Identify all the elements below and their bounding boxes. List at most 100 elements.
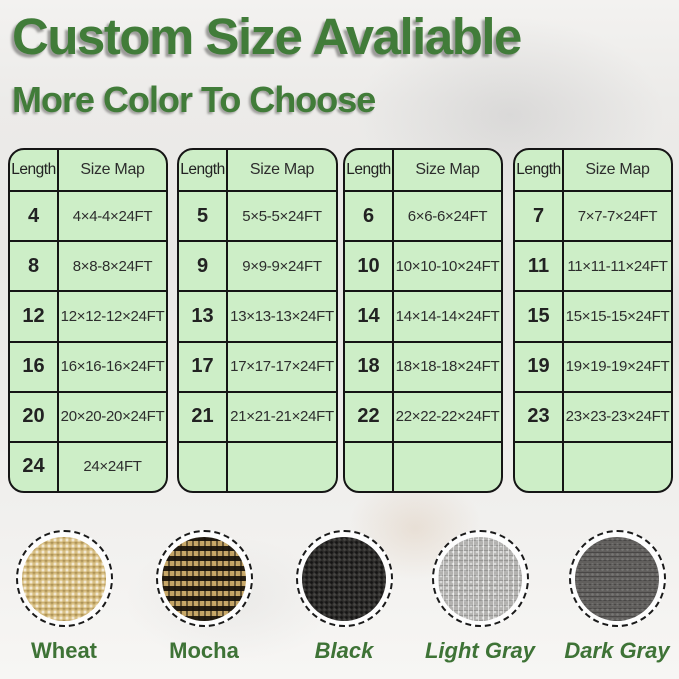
swatch-dashed-ring bbox=[295, 530, 393, 627]
table-row: 11 11×11-11×24FT bbox=[515, 240, 671, 291]
fabric-circle-wheat bbox=[22, 536, 106, 621]
length-value: 17 bbox=[179, 342, 228, 391]
table-row: 18 18×18-18×24FT bbox=[345, 340, 501, 391]
length-value: 6 bbox=[345, 192, 394, 241]
size-map-value: 22×22-22×24FT bbox=[395, 408, 500, 426]
table-row: 17 17×17-17×24FT bbox=[179, 340, 336, 391]
length-value: 18 bbox=[345, 342, 394, 391]
size-map-value: 8×8-8×24FT bbox=[72, 257, 153, 275]
swatch-dashed-ring bbox=[568, 530, 666, 627]
size-map-header: Size Map bbox=[415, 161, 480, 178]
size-map-value: 15×15-15×24FT bbox=[565, 307, 670, 325]
size-map-value: 7×7-7×24FT bbox=[577, 207, 658, 225]
size-map-value bbox=[394, 443, 501, 491]
length-value: 13 bbox=[179, 292, 228, 341]
size-map-value: 10×10-10×24FT bbox=[395, 257, 500, 275]
size-map-value bbox=[564, 443, 671, 491]
length-value bbox=[179, 442, 228, 491]
size-map-value: 12×12-12×24FT bbox=[60, 307, 165, 325]
table-header-row: Length Size Map bbox=[10, 150, 166, 190]
length-value: 10 bbox=[345, 242, 394, 291]
size-map-value bbox=[228, 443, 336, 491]
length-value: 14 bbox=[345, 292, 394, 341]
table-row: 8 8×8-8×24FT bbox=[10, 240, 166, 291]
size-map-value: 4×4-4×24FT bbox=[72, 207, 153, 225]
length-value: 5 bbox=[179, 192, 228, 241]
swatch-label: Wheat bbox=[31, 638, 97, 663]
table-row: 10 10×10-10×24FT bbox=[345, 240, 501, 291]
fabric-circle-light-gray bbox=[438, 536, 522, 621]
size-map-value: 13×13-13×24FT bbox=[230, 307, 334, 325]
swatch-label: Dark Gray bbox=[564, 638, 670, 663]
table-row bbox=[345, 440, 501, 491]
swatch-label: Mocha bbox=[169, 638, 239, 663]
length-header: Length bbox=[10, 150, 59, 190]
size-map-header: Size Map bbox=[80, 161, 145, 178]
length-header: Length bbox=[179, 150, 228, 190]
size-map-header: Size Map bbox=[249, 161, 315, 178]
length-header: Length bbox=[345, 150, 394, 190]
table-row: 14 14×14-14×24FT bbox=[345, 290, 501, 341]
swatch-label: Light Gray bbox=[424, 638, 535, 663]
swatch-dashed-ring bbox=[155, 530, 253, 627]
size-table: Length Size Map 6 6×6-6×24FT 10 10×10-10×24FT… bbox=[343, 148, 503, 493]
page-title: Custom Size Avaliable bbox=[12, 8, 522, 65]
table-row: 12 12×12-12×24FT bbox=[10, 290, 166, 341]
length-value: 16 bbox=[10, 342, 59, 391]
table-row: 15 15×15-15×24FT bbox=[515, 290, 671, 341]
fabric-circle-black bbox=[302, 536, 386, 621]
table-row bbox=[179, 440, 336, 491]
length-value: 7 bbox=[515, 192, 564, 241]
size-table: Length Size Map 7 7×7-7×24FT 11 11×11-11×24FT… bbox=[513, 148, 673, 493]
length-value: 15 bbox=[515, 292, 564, 341]
length-value bbox=[515, 442, 564, 491]
table-row: 5 5×5-5×24FT bbox=[179, 190, 336, 241]
table-row: 6 6×6-6×24FT bbox=[345, 190, 501, 241]
table-header-row: Length Size Map bbox=[345, 150, 501, 190]
size-table: Length Size Map 5 5×5-5×24FT 9 9×9-9×24FT 13 13… bbox=[177, 148, 338, 493]
table-row: 23 23×23-23×24FT bbox=[515, 390, 671, 441]
size-map-value: 21×21-21×24FT bbox=[230, 408, 334, 426]
length-value bbox=[345, 442, 394, 491]
size-map-value: 16×16-16×24FT bbox=[60, 358, 165, 376]
swatch-dashed-ring bbox=[15, 530, 113, 627]
swatch-dark-gray: Dark Gray bbox=[547, 530, 679, 664]
table-row: 4 4×4-4×24FT bbox=[10, 190, 166, 241]
length-value: 22 bbox=[345, 392, 394, 441]
length-value: 12 bbox=[10, 292, 59, 341]
table-row: 9 9×9-9×24FT bbox=[179, 240, 336, 291]
size-map-value: 9×9-9×24FT bbox=[242, 257, 322, 275]
table-row: 21 21×21-21×24FT bbox=[179, 390, 336, 441]
size-table: Length Size Map 4 4×4-4×24FT 8 8×8-8×24FT 12 12… bbox=[8, 148, 168, 493]
table-row bbox=[515, 440, 671, 491]
length-value: 23 bbox=[515, 392, 564, 441]
swatch-mocha: Mocha bbox=[134, 530, 274, 664]
length-value: 24 bbox=[10, 442, 59, 491]
table-row: 24 24×24FT bbox=[10, 440, 166, 491]
length-value: 9 bbox=[179, 242, 228, 291]
size-map-value: 20×20-20×24FT bbox=[60, 408, 165, 426]
table-row: 20 20×20-20×24FT bbox=[10, 390, 166, 441]
table-row: 7 7×7-7×24FT bbox=[515, 190, 671, 241]
table-header-row: Length Size Map bbox=[179, 150, 336, 190]
size-map-value: 5×5-5×24FT bbox=[242, 207, 322, 225]
size-map-value: 14×14-14×24FT bbox=[395, 307, 500, 325]
swatch-light-gray: Light Gray bbox=[410, 530, 550, 664]
fabric-circle-mocha bbox=[162, 536, 246, 621]
table-row: 16 16×16-16×24FT bbox=[10, 340, 166, 391]
size-map-value: 6×6-6×24FT bbox=[407, 207, 488, 225]
size-map-value: 18×18-18×24FT bbox=[395, 358, 500, 376]
length-header: Length bbox=[515, 150, 564, 190]
table-row: 22 22×22-22×24FT bbox=[345, 390, 501, 441]
swatch-black: Black bbox=[274, 530, 414, 664]
page-subtitle: More Color To Choose bbox=[12, 79, 376, 120]
size-map-value: 24×24FT bbox=[83, 458, 142, 476]
table-row: 13 13×13-13×24FT bbox=[179, 290, 336, 341]
size-map-value: 23×23-23×24FT bbox=[565, 408, 670, 426]
swatch-dashed-ring bbox=[431, 530, 529, 627]
fabric-circle-dark-gray bbox=[575, 536, 659, 621]
length-value: 19 bbox=[515, 342, 564, 391]
length-value: 8 bbox=[10, 242, 59, 291]
size-map-value: 11×11-11×24FT bbox=[567, 257, 668, 275]
